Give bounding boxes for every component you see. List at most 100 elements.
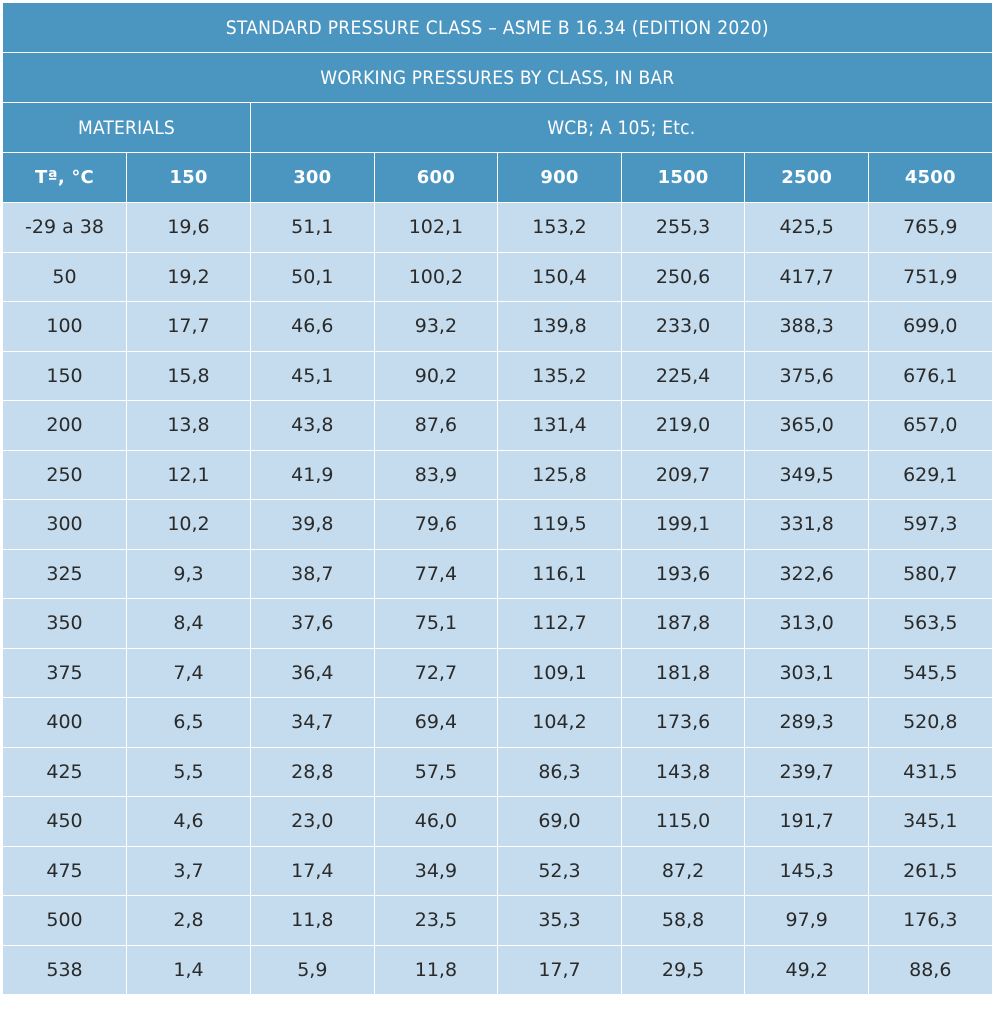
temperature-cell: 250 — [2, 449, 127, 500]
pressure-cell-class-600: 46,0 — [373, 796, 499, 847]
table-row: -29 a 38 19,6 51,1 102,1 153,2 255,3 425,5 765,… — [2, 202, 993, 253]
pressure-class-table: STANDARD PRESSURE CLASS – ASME B 16.34 (… — [2, 2, 993, 995]
pressure-cell-class-900: 150,4 — [497, 251, 622, 302]
pressure-cell-class-600: 90,2 — [373, 350, 499, 401]
pressure-cell-class-4500: 699,0 — [867, 301, 993, 352]
pressure-cell-class-2500: 349,5 — [744, 449, 869, 500]
pressure-cell-class-900: 17,7 — [497, 944, 622, 995]
pressure-cell-class-1500: 87,2 — [620, 845, 746, 896]
table-row: 538 1,4 5,9 11,8 17,7 29,5 49,2 88,6 — [2, 944, 993, 995]
pressure-cell-class-900: 119,5 — [497, 499, 622, 550]
pressure-cell-class-2500: 388,3 — [744, 301, 869, 352]
pressure-cell-class-900: 135,2 — [497, 350, 622, 401]
class-header-600: 600 — [373, 152, 499, 203]
pressure-cell-class-4500: 765,9 — [867, 202, 993, 253]
temperature-cell: -29 a 38 — [2, 202, 127, 253]
pressure-cell-class-2500: 191,7 — [744, 796, 869, 847]
class-header-900: 900 — [497, 152, 622, 203]
pressure-cell-class-2500: 97,9 — [744, 895, 869, 946]
table-row: 500 2,8 11,8 23,5 35,3 58,8 97,9 176,3 — [2, 895, 993, 946]
pressure-cell-class-300: 5,9 — [250, 944, 375, 995]
pressure-cell-class-4500: 431,5 — [867, 746, 993, 797]
pressure-cell-class-150: 5,5 — [126, 746, 251, 797]
pressure-cell-class-600: 69,4 — [373, 697, 499, 748]
class-header-1500: 1500 — [620, 152, 746, 203]
pressure-cell-class-150: 15,8 — [126, 350, 251, 401]
table-row: 400 6,5 34,7 69,4 104,2 173,6 289,3 520,8 — [2, 697, 993, 748]
table-title: STANDARD PRESSURE CLASS – ASME B 16.34 (… — [2, 2, 993, 53]
pressure-cell-class-4500: 597,3 — [867, 499, 993, 550]
table-row: 100 17,7 46,6 93,2 139,8 233,0 388,3 699,0 — [2, 301, 993, 352]
pressure-cell-class-900: 139,8 — [497, 301, 622, 352]
pressure-cell-class-900: 69,0 — [497, 796, 622, 847]
pressure-cell-class-150: 13,8 — [126, 400, 251, 451]
pressure-cell-class-2500: 145,3 — [744, 845, 869, 896]
table-row: 450 4,6 23,0 46,0 69,0 115,0 191,7 345,1 — [2, 796, 993, 847]
pressure-cell-class-900: 131,4 — [497, 400, 622, 451]
temperature-cell: 425 — [2, 746, 127, 797]
table-row: 150 15,8 45,1 90,2 135,2 225,4 375,6 676,1 — [2, 350, 993, 401]
pressure-cell-class-600: 102,1 — [373, 202, 499, 253]
table-body: -29 a 38 19,6 51,1 102,1 153,2 255,3 425,5 765,… — [2, 202, 993, 995]
pressure-cell-class-1500: 115,0 — [620, 796, 746, 847]
table-row: 375 7,4 36,4 72,7 109,1 181,8 303,1 545,5 — [2, 647, 993, 698]
pressure-cell-class-150: 4,6 — [126, 796, 251, 847]
pressure-cell-class-1500: 143,8 — [620, 746, 746, 797]
pressure-cell-class-4500: 345,1 — [867, 796, 993, 847]
pressure-cell-class-2500: 313,0 — [744, 598, 869, 649]
temperature-cell: 450 — [2, 796, 127, 847]
pressure-cell-class-2500: 239,7 — [744, 746, 869, 797]
temperature-cell: 50 — [2, 251, 127, 302]
pressure-class-table-container: STANDARD PRESSURE CLASS – ASME B 16.34 (… — [2, 2, 993, 995]
pressure-cell-class-600: 87,6 — [373, 400, 499, 451]
pressure-cell-class-300: 39,8 — [250, 499, 375, 550]
pressure-cell-class-2500: 425,5 — [744, 202, 869, 253]
pressure-cell-class-600: 72,7 — [373, 647, 499, 698]
pressure-cell-class-900: 104,2 — [497, 697, 622, 748]
pressure-cell-class-600: 11,8 — [373, 944, 499, 995]
table-row: 425 5,5 28,8 57,5 86,3 143,8 239,7 431,5 — [2, 746, 993, 797]
pressure-cell-class-2500: 417,7 — [744, 251, 869, 302]
pressure-cell-class-150: 12,1 — [126, 449, 251, 500]
pressure-cell-class-1500: 58,8 — [620, 895, 746, 946]
pressure-cell-class-300: 51,1 — [250, 202, 375, 253]
pressure-cell-class-150: 2,8 — [126, 895, 251, 946]
pressure-cell-class-900: 35,3 — [497, 895, 622, 946]
pressure-cell-class-900: 86,3 — [497, 746, 622, 797]
pressure-cell-class-300: 37,6 — [250, 598, 375, 649]
pressure-cell-class-300: 23,0 — [250, 796, 375, 847]
pressure-cell-class-1500: 193,6 — [620, 548, 746, 599]
pressure-cell-class-4500: 751,9 — [867, 251, 993, 302]
temperature-cell: 500 — [2, 895, 127, 946]
pressure-cell-class-1500: 233,0 — [620, 301, 746, 352]
pressure-cell-class-1500: 187,8 — [620, 598, 746, 649]
pressure-cell-class-2500: 365,0 — [744, 400, 869, 451]
temperature-cell: 200 — [2, 400, 127, 451]
temperature-cell: 325 — [2, 548, 127, 599]
pressure-cell-class-300: 43,8 — [250, 400, 375, 451]
pressure-cell-class-4500: 629,1 — [867, 449, 993, 500]
pressure-cell-class-2500: 49,2 — [744, 944, 869, 995]
class-header-2500: 2500 — [744, 152, 869, 203]
pressure-cell-class-1500: 181,8 — [620, 647, 746, 698]
materials-label: MATERIALS — [2, 102, 251, 153]
table-subtitle: WORKING PRESSURES BY CLASS, IN BAR — [2, 52, 993, 103]
pressure-cell-class-600: 83,9 — [373, 449, 499, 500]
temperature-cell: 375 — [2, 647, 127, 698]
pressure-cell-class-600: 93,2 — [373, 301, 499, 352]
pressure-cell-class-150: 6,5 — [126, 697, 251, 748]
pressure-cell-class-150: 9,3 — [126, 548, 251, 599]
table-row: 475 3,7 17,4 34,9 52,3 87,2 145,3 261,5 — [2, 845, 993, 896]
pressure-cell-class-150: 7,4 — [126, 647, 251, 698]
pressure-cell-class-600: 23,5 — [373, 895, 499, 946]
title-row: STANDARD PRESSURE CLASS – ASME B 16.34 (… — [2, 2, 993, 53]
pressure-cell-class-300: 36,4 — [250, 647, 375, 698]
pressure-cell-class-300: 34,7 — [250, 697, 375, 748]
pressure-cell-class-4500: 676,1 — [867, 350, 993, 401]
column-header-row: Tª, °C 150 300 600 900 1500 2500 4500 — [2, 152, 993, 203]
class-header-4500: 4500 — [867, 152, 993, 203]
pressure-cell-class-150: 8,4 — [126, 598, 251, 649]
table-row: 350 8,4 37,6 75,1 112,7 187,8 313,0 563,5 — [2, 598, 993, 649]
temperature-cell: 350 — [2, 598, 127, 649]
pressure-cell-class-300: 46,6 — [250, 301, 375, 352]
